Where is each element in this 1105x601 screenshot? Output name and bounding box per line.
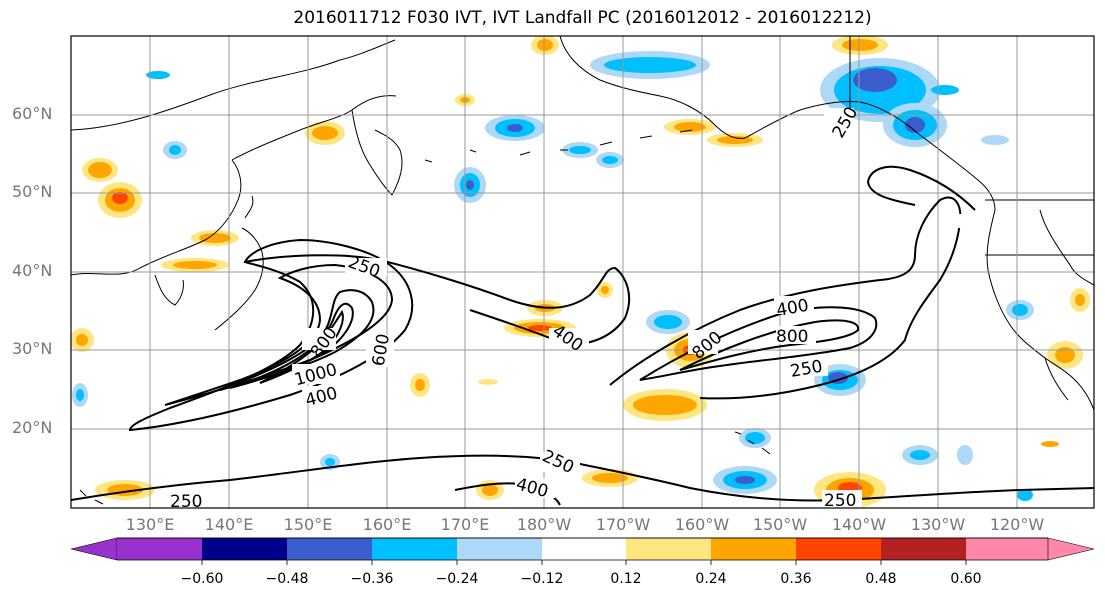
colorbar-segment <box>1047 537 1095 561</box>
colorbar-segment <box>457 538 542 560</box>
colorbar-segment <box>287 538 372 560</box>
colorbar-segment <box>202 538 287 560</box>
colorbar-segment <box>796 538 881 560</box>
latitude-label: 20°N <box>12 418 53 437</box>
latitude-label: 60°N <box>12 104 53 123</box>
longitude-label: 140°W <box>831 515 887 534</box>
colorbar-tick-label: −0.36 <box>350 571 394 587</box>
colorbar-tick-label: 0.24 <box>695 571 727 587</box>
longitude-label: 150°E <box>283 515 333 534</box>
contour-label: 250 <box>824 491 856 511</box>
coastlines <box>71 36 1094 505</box>
contour-label: 800 <box>776 327 808 347</box>
latitude-label: 30°N <box>12 339 53 358</box>
longitude-label: 160°E <box>362 515 412 534</box>
longitude-label: 180°W <box>516 515 572 534</box>
colorbar-tick-label: −0.60 <box>180 571 224 587</box>
longitude-label: 170°E <box>440 515 490 534</box>
longitude-label: 150°W <box>752 515 808 534</box>
colorbar-tick-label: 0.12 <box>610 571 642 587</box>
colorbar-tick-label: 0.60 <box>950 571 982 587</box>
contour-label: 250 <box>170 492 202 512</box>
colorbar-tick-label: 0.48 <box>865 571 897 587</box>
colorbar-tick-label: −0.12 <box>520 571 564 587</box>
latitude-label: 50°N <box>12 182 53 201</box>
colorbar-segment <box>626 538 711 560</box>
map-title: 2016011712 F030 IVT, IVT Landfall PC (20… <box>293 8 872 28</box>
colorbar-tick-label: −0.24 <box>435 571 479 587</box>
colorbar-tick-label: −0.48 <box>265 571 309 587</box>
longitude-label: 120°W <box>989 515 1045 534</box>
longitude-label: 130°W <box>910 515 966 534</box>
colorbar-segment <box>966 538 1048 560</box>
colorbar-segment <box>70 537 118 561</box>
colorbar-segment <box>542 538 626 560</box>
colorbar-segment <box>117 538 202 560</box>
map-frame <box>70 35 1095 509</box>
colorbar-segment <box>711 538 796 560</box>
longitude-label: 160°W <box>674 515 730 534</box>
latitude-label: 40°N <box>12 261 53 280</box>
colorbar-tick-label: 0.36 <box>780 571 812 587</box>
longitude-label: 130°E <box>125 515 175 534</box>
longitude-label: 170°W <box>595 515 651 534</box>
colorbar <box>70 537 1095 565</box>
colorbar-segment <box>881 538 966 560</box>
colorbar-segment <box>372 538 457 560</box>
longitude-label: 140°E <box>204 515 254 534</box>
